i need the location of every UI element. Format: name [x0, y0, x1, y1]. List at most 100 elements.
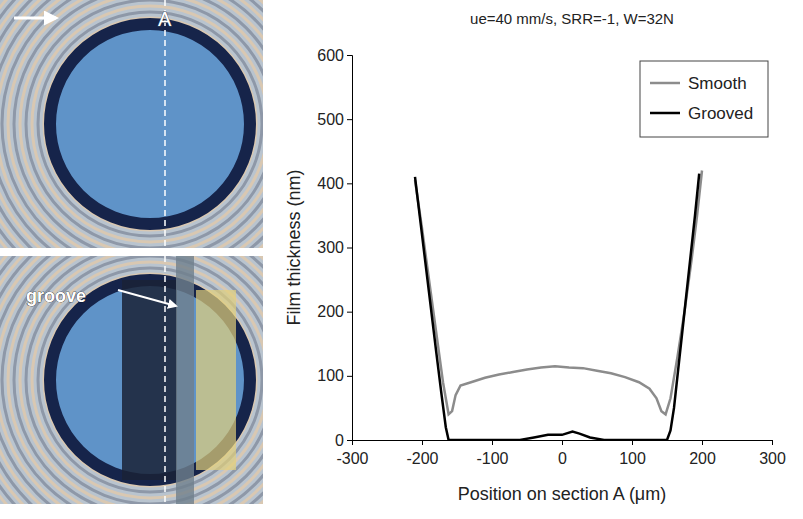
- y-tick-label: 100: [317, 367, 344, 384]
- interference-ring: [20, 0, 263, 248]
- y-tick-mark: [347, 183, 352, 184]
- x-tick-label: 300: [759, 450, 786, 467]
- interference-ring: [2, 0, 263, 248]
- groove-band: [176, 256, 194, 504]
- interference-ring: [0, 0, 263, 248]
- interference-ring: [0, 256, 263, 504]
- interference-ring: [0, 0, 263, 248]
- direction-arrow: [14, 17, 56, 20]
- x-axis: -300-200-1000100200300: [336, 440, 785, 467]
- legend-label: Smooth: [688, 74, 747, 93]
- interference-ring: [44, 18, 256, 230]
- y-tick-mark: [347, 248, 352, 249]
- interference-ring: [20, 256, 263, 504]
- legend-swatch: [650, 82, 680, 85]
- interference-ring: [0, 0, 263, 248]
- interference-ring: [0, 256, 263, 504]
- interference-ring: [0, 256, 263, 504]
- interference-ring: [0, 256, 263, 504]
- chart-title: ue=40 mm/s, SRR=-1, W=32N: [470, 10, 674, 27]
- interference-ring: [0, 0, 263, 248]
- legend-swatch: [650, 112, 680, 115]
- y-tick-mark: [347, 440, 352, 441]
- interference-ring: [0, 0, 263, 248]
- interference-ring: [14, 0, 263, 248]
- y-tick: 500: [317, 111, 352, 128]
- legend: Smooth Grooved: [640, 61, 768, 137]
- groove-shadow: [122, 280, 177, 480]
- interference-ring: [0, 256, 263, 504]
- y-tick: 200: [317, 303, 352, 320]
- y-tick: 300: [317, 239, 352, 256]
- canvas: Agrooveue=40 mm/s, SRR=-1, W=32N-300-200…: [0, 0, 803, 519]
- y-axis-title: Film thickness (nm): [284, 169, 304, 325]
- interference-ring: [0, 256, 263, 504]
- y-tick-mark: [347, 55, 352, 56]
- x-axis-title: Position on section A (μm): [458, 484, 666, 504]
- y-tick-label: 400: [317, 175, 344, 192]
- section-label: A: [158, 8, 172, 30]
- interference-ring: [8, 0, 263, 248]
- x-tick-label: -100: [476, 450, 508, 467]
- interference-ring: [0, 0, 263, 248]
- y-tick-label: 500: [317, 111, 344, 128]
- interference-ring: [0, 0, 263, 248]
- interference-ring: [0, 256, 263, 504]
- y-axis-line: [347, 56, 353, 441]
- x-tick: 200: [689, 440, 716, 467]
- x-tick-mark: [632, 440, 633, 445]
- interference-ring: [0, 256, 263, 504]
- plot-area: [415, 171, 702, 441]
- x-tick: -200: [406, 440, 438, 467]
- interference-ring: [0, 0, 263, 248]
- interference-ring: [0, 256, 263, 504]
- interference-ring: [0, 0, 263, 248]
- interference-ring: [14, 256, 263, 504]
- y-tick-label: 300: [317, 239, 344, 256]
- series-line: [415, 174, 699, 440]
- x-tick-label: 200: [689, 450, 716, 467]
- interference-ring: [2, 256, 263, 504]
- y-tick-label: 600: [317, 47, 344, 64]
- interference-ring: [0, 256, 263, 504]
- photo-panel: [0, 256, 263, 504]
- interference-ring: [8, 256, 263, 504]
- interference-ring: [0, 256, 263, 504]
- x-tick-mark: [562, 440, 563, 445]
- y-axis: 0 100 200 300 400 500 600: [317, 47, 352, 449]
- interference-ring: [0, 256, 263, 504]
- y-tick: 100: [317, 367, 352, 384]
- interference-ring: [38, 12, 262, 236]
- x-tick-mark: [702, 440, 703, 445]
- interference-ring: [0, 256, 263, 504]
- interference-ring: [0, 0, 263, 248]
- section-line: [164, 0, 166, 248]
- contact-zone: [50, 24, 250, 224]
- interference-ring: [0, 0, 263, 248]
- interference-ring: [0, 0, 263, 248]
- groove-arrow: [118, 290, 176, 306]
- y-tick-label: 0: [335, 432, 344, 449]
- interference-ring: [26, 0, 263, 248]
- x-tick: 100: [619, 440, 646, 467]
- interference-ring: [0, 256, 263, 504]
- x-tick-label: 0: [558, 450, 567, 467]
- interference-ring: [26, 256, 263, 504]
- interference-ring: [32, 6, 263, 242]
- groove-label: groove: [26, 286, 86, 306]
- x-tick-mark: [492, 440, 493, 445]
- interference-ring: [0, 0, 263, 248]
- contact-zone: [50, 280, 250, 480]
- interference-ring: [0, 0, 263, 248]
- y-tick-mark: [347, 312, 352, 313]
- x-tick-mark: [772, 440, 773, 445]
- y-tick-mark: [347, 376, 352, 377]
- x-tick: 300: [759, 440, 786, 467]
- photo-panel: [0, 0, 263, 248]
- interference-ring: [0, 256, 263, 504]
- x-axis-line: [353, 441, 773, 446]
- x-tick: 0: [558, 440, 567, 467]
- interference-ring: [0, 0, 263, 248]
- legend-label: Grooved: [688, 104, 753, 123]
- interference-ring: [0, 256, 263, 504]
